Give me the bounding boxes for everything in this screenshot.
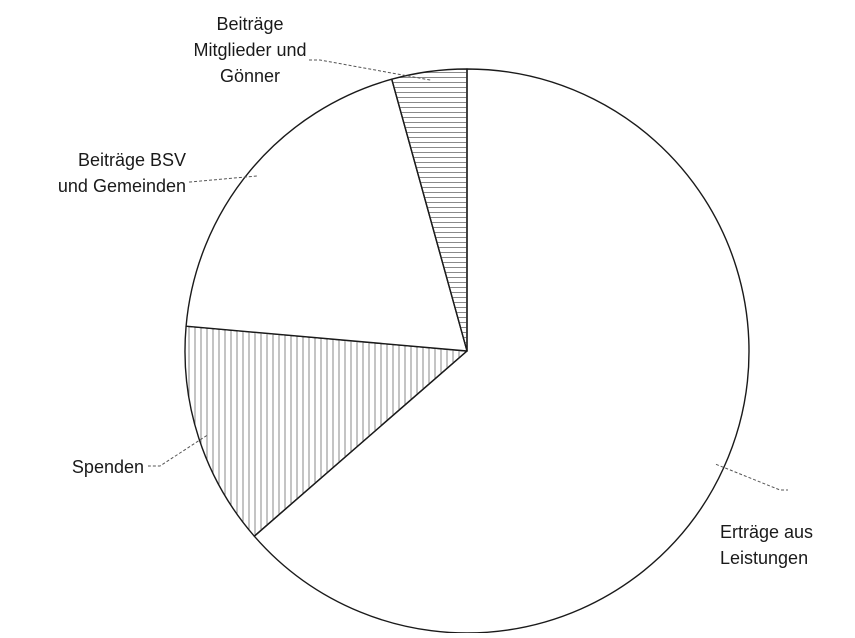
pie-slice-beitraege-mitglieder-und-goenner: [391, 68, 468, 352]
slice-label-line: Erträge aus: [720, 522, 813, 542]
leader-line-beitraege-mitglieder-und-goenner: [308, 59, 431, 81]
slice-label-line: Spenden: [72, 457, 144, 477]
pie-slice-ertraege-aus-leistungen: [253, 68, 750, 634]
pie-slice-beitraege-bsv-und-gemeinden: [185, 78, 468, 352]
slice-label-line: und Gemeinden: [58, 176, 186, 196]
slice-label-line: Leistungen: [720, 548, 808, 568]
slice-label-beitraege-bsv-und-gemeinden: Beiträge BSV und Gemeinden: [58, 150, 186, 196]
leader-line-ertraege-aus-leistungen: [715, 463, 788, 491]
leader-line-spenden: [148, 435, 208, 467]
slice-label-line: Beiträge BSV: [78, 150, 186, 170]
pie-slice-spenden: [184, 325, 468, 537]
slice-label-spenden: Spenden: [72, 457, 144, 477]
slice-label-beitraege-mitglieder-und-goenner: Beiträge Mitglieder und Gönner: [193, 14, 306, 86]
slice-label-line: Beiträge: [216, 14, 283, 34]
slice-label-line: Gönner: [220, 66, 280, 86]
slice-label-ertraege-aus-leistungen: Erträge aus Leistungen: [720, 522, 813, 568]
leader-line-beitraege-bsv-und-gemeinden: [188, 175, 257, 183]
slice-label-line: Mitglieder und: [193, 40, 306, 60]
